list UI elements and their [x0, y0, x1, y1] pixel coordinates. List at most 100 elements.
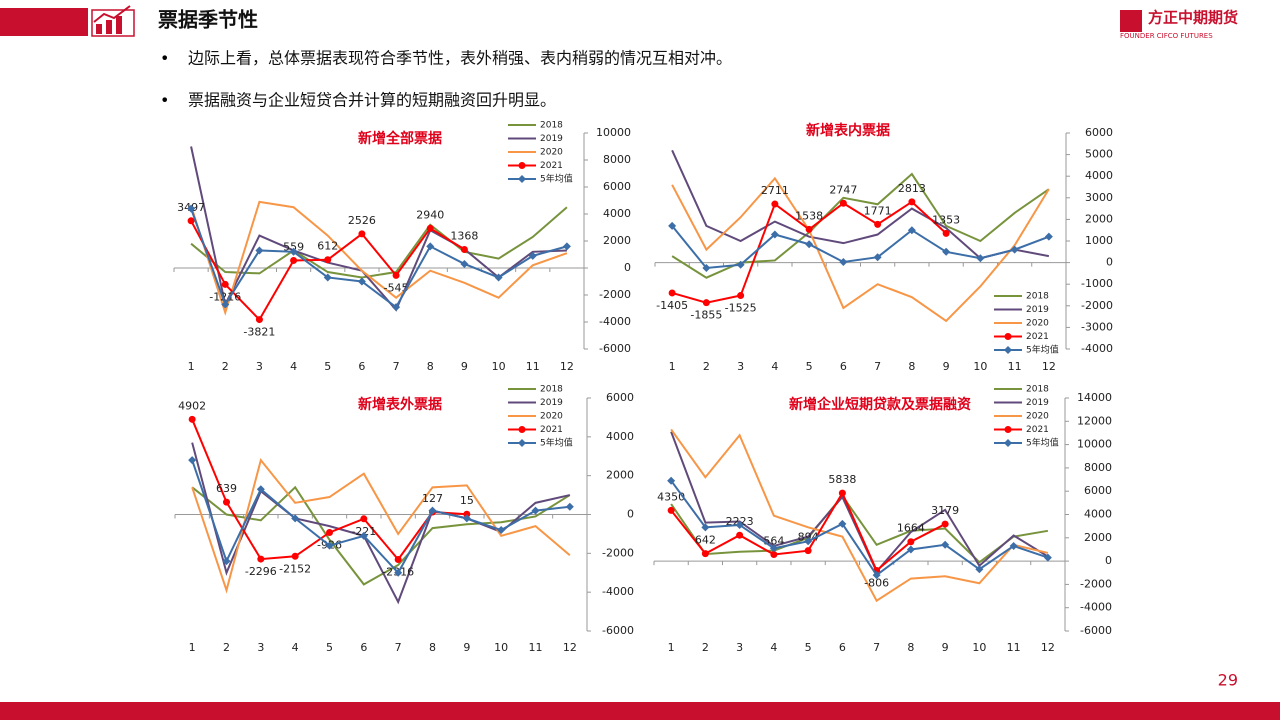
marker	[289, 247, 298, 256]
x-tick-label: 5	[324, 360, 331, 373]
marker	[701, 550, 709, 558]
data-label: 1538	[795, 209, 823, 222]
marker	[221, 300, 230, 309]
marker	[942, 247, 951, 256]
data-label: 2747	[829, 183, 857, 196]
marker	[460, 246, 468, 254]
series-line	[190, 206, 568, 279]
marker	[291, 552, 299, 560]
y-tick-label: 14000	[1077, 391, 1112, 404]
x-tick-label: 7	[395, 641, 402, 654]
legend-label: 5年均值	[540, 437, 573, 449]
x-tick-label: 12	[1042, 360, 1056, 373]
marker	[518, 439, 526, 447]
y-tick-label: 8000	[603, 153, 631, 166]
x-tick-label: 5	[805, 641, 812, 654]
marker	[1004, 333, 1012, 340]
chart-title: 新增企业短期贷款及票据融资	[789, 396, 971, 413]
data-label: -221	[351, 525, 376, 538]
marker	[1004, 439, 1012, 447]
x-tick-label: 3	[256, 360, 263, 373]
y-tick-label: -4000	[1081, 342, 1113, 355]
marker	[223, 498, 230, 506]
page-number: 29	[1218, 671, 1238, 690]
marker	[187, 204, 196, 213]
marker	[325, 541, 334, 550]
x-tick-label: 1	[668, 641, 675, 654]
bullet-text: 边际上看，总体票据表现符合季节性，表外稍强、表内稍弱的情况互相对冲。	[188, 49, 732, 68]
y-tick-label: 4000	[1085, 169, 1113, 182]
x-tick-label: 8	[907, 641, 914, 654]
marker	[394, 568, 403, 577]
x-tick-label: 8	[908, 360, 915, 373]
data-label: 2940	[416, 208, 444, 221]
x-tick-label: 10	[972, 641, 986, 654]
data-label: 559	[283, 240, 304, 253]
y-tick-label: -2000	[1080, 577, 1112, 590]
header-bar	[0, 8, 88, 36]
data-label: -2296	[245, 565, 277, 578]
marker	[770, 230, 779, 239]
y-tick-label: 6000	[1084, 484, 1112, 497]
x-tick-label: 10	[492, 360, 506, 373]
legend-label: 2020	[1026, 412, 1049, 422]
y-tick-label: -6000	[602, 624, 634, 637]
x-tick-label: 4	[290, 360, 297, 373]
marker	[769, 544, 778, 553]
y-tick-label: 8000	[1084, 461, 1112, 474]
y-tick-label: 2000	[606, 469, 634, 482]
legend-label: 5年均值	[1026, 437, 1059, 449]
x-tick-label: 1	[189, 641, 196, 654]
x-tick-label: 7	[873, 641, 880, 654]
marker	[357, 277, 366, 286]
marker	[872, 571, 881, 580]
y-tick-label: 2000	[1084, 531, 1112, 544]
marker	[736, 260, 745, 269]
marker	[907, 226, 916, 235]
marker	[907, 538, 915, 546]
marker	[324, 256, 332, 264]
x-tick-label: 5	[326, 641, 333, 654]
logo-mark	[1120, 10, 1142, 32]
y-tick-label: 12000	[1077, 414, 1112, 427]
chart-title: 新增全部票据	[358, 130, 442, 147]
x-tick-label: 11	[1007, 641, 1021, 654]
marker	[222, 557, 231, 566]
marker	[462, 514, 471, 523]
y-tick-label: -4000	[599, 315, 631, 328]
data-label: 642	[695, 534, 716, 547]
y-tick-label: -4000	[602, 585, 634, 598]
data-label: -2152	[279, 562, 311, 575]
marker	[976, 254, 985, 263]
x-tick-label: 4	[292, 641, 299, 654]
data-label: 2813	[898, 182, 926, 195]
x-tick-label: 6	[358, 360, 365, 373]
data-label: 1368	[450, 230, 478, 243]
series-line	[670, 480, 1049, 577]
y-tick-label: -4000	[1080, 601, 1112, 614]
legend-label: 2019	[540, 134, 563, 144]
y-tick-label: 3000	[1085, 191, 1113, 204]
marker	[528, 251, 537, 260]
x-tick-label: 1	[669, 360, 676, 373]
x-tick-label: 8	[427, 360, 434, 373]
data-label: 894	[798, 531, 819, 544]
data-label: 4902	[178, 399, 206, 412]
marker	[188, 415, 196, 423]
x-tick-label: 3	[736, 641, 743, 654]
y-tick-label: -2000	[599, 288, 631, 301]
x-tick-label: 12	[563, 641, 577, 654]
marker	[702, 299, 710, 307]
legend-label: 2018	[540, 385, 563, 395]
y-tick-label: 0	[1106, 256, 1113, 269]
x-tick-label: 3	[737, 360, 744, 373]
x-tick-label: 3	[257, 641, 264, 654]
marker	[975, 565, 984, 574]
data-label: -1405	[656, 299, 688, 312]
series-line	[190, 200, 568, 316]
marker	[497, 526, 506, 535]
marker	[428, 506, 437, 515]
marker	[701, 523, 710, 532]
marker	[326, 528, 333, 536]
marker	[494, 273, 503, 282]
